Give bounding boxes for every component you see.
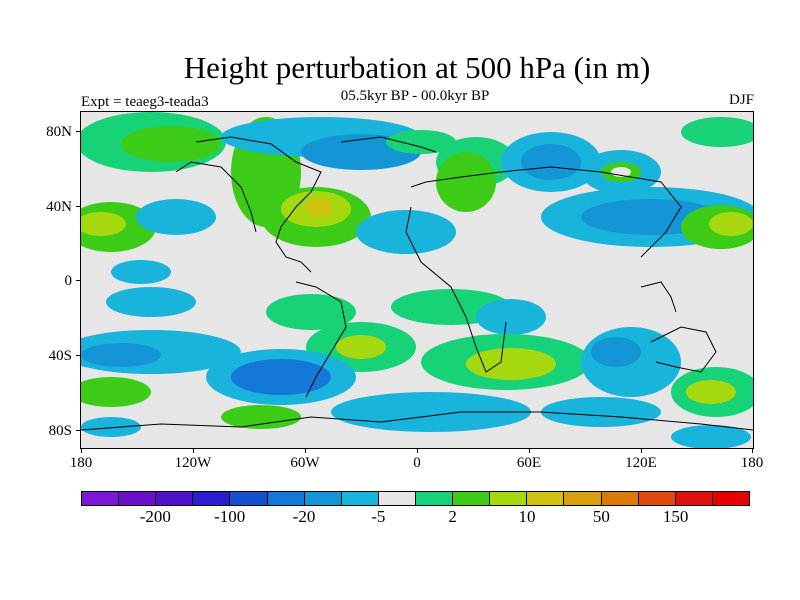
- lat-tick-label: 80S: [48, 423, 72, 439]
- colorbar-swatch: [712, 492, 749, 505]
- colorbar-label: -5: [371, 507, 386, 526]
- lon-tick-mark: [752, 448, 753, 453]
- colorbar-swatch: [601, 492, 639, 505]
- lat-tick-label: 0: [64, 273, 73, 289]
- colorbar-swatch: [82, 492, 120, 505]
- colorbar-label: 2: [448, 507, 457, 526]
- anomaly-region: [476, 299, 546, 335]
- lon-tick-label: 180: [740, 455, 764, 471]
- colorbar-swatch: [527, 492, 565, 505]
- colorbar-swatch: [638, 492, 676, 505]
- lon-tick-mark: [641, 448, 642, 453]
- lon-tick-label: 0: [413, 455, 421, 471]
- colorbar-label: -200: [139, 507, 171, 526]
- colorbar-swatch: [119, 492, 157, 505]
- lon-tick-label: 60E: [516, 455, 542, 471]
- anomaly-region: [681, 117, 753, 147]
- chart-subtitle: 05.5kyr BP - 00.0kyr BP: [340, 88, 490, 104]
- colorbar-swatch: [193, 492, 231, 505]
- colorbar-swatch: [341, 492, 379, 505]
- lon-tick-label: 120W: [174, 455, 212, 471]
- lon-tick-mark: [81, 448, 82, 453]
- anomaly-region: [336, 335, 386, 359]
- contour-map: [81, 112, 753, 448]
- anomaly-region: [81, 377, 151, 407]
- colorbar-swatch: [230, 492, 268, 505]
- colorbar-swatch: [675, 492, 713, 505]
- anomaly-region: [266, 294, 356, 330]
- colorbar-label: -20: [292, 507, 316, 526]
- anomaly-region: [709, 212, 753, 236]
- lon-tick-mark: [417, 448, 418, 453]
- anomaly-region: [111, 260, 171, 284]
- anomaly-region: [305, 198, 333, 216]
- chart-title: Height perturbation at 500 hPa (in m): [183, 50, 651, 85]
- anomaly-region: [436, 152, 496, 212]
- anomaly-region: [136, 199, 216, 235]
- anomaly-region: [231, 359, 331, 395]
- colorbar-swatch: [564, 492, 602, 505]
- colorbar-label: 150: [662, 507, 689, 526]
- anomaly-region: [81, 212, 126, 236]
- anomaly-region: [106, 287, 196, 317]
- colorbar-swatch: [304, 492, 342, 505]
- lat-tick-mark: [76, 430, 81, 431]
- anomaly-region: [81, 417, 141, 437]
- lat-tick-mark: [76, 206, 81, 207]
- lat-tick-mark: [76, 280, 81, 281]
- anomaly-region: [81, 343, 161, 367]
- lon-tick-mark: [529, 448, 530, 453]
- season-label: DJF: [728, 92, 754, 108]
- lat-tick-mark: [76, 131, 81, 132]
- map-plot-area: [81, 112, 753, 448]
- colorbar-label: 10: [518, 507, 536, 526]
- colorbar-swatch: [378, 492, 416, 505]
- anomaly-region: [541, 397, 661, 427]
- coastlines: [81, 136, 753, 431]
- lon-tick-label: 180: [69, 455, 93, 471]
- anomaly-region: [671, 425, 751, 448]
- lat-tick-label: 80N: [46, 124, 72, 140]
- colorbar-swatch: [490, 492, 528, 505]
- colorbar-label: 50: [592, 507, 610, 526]
- lat-tick-label: 40S: [48, 348, 72, 364]
- experiment-label: Expt = teaeg3-teada3: [81, 94, 209, 110]
- anomaly-region: [121, 126, 221, 162]
- anomaly-region: [686, 380, 736, 404]
- lat-tick-mark: [76, 355, 81, 356]
- lon-tick-mark: [193, 448, 194, 453]
- anomaly-region: [386, 130, 456, 154]
- colorbar-swatch: [156, 492, 194, 505]
- colorbar-swatch: [415, 492, 454, 505]
- lon-tick-label: 120E: [625, 455, 657, 471]
- colorbar: [81, 491, 750, 506]
- lon-tick-mark: [305, 448, 306, 453]
- colorbar-swatch: [453, 492, 491, 505]
- anomaly-region: [521, 144, 581, 180]
- anomaly-fields: [81, 112, 753, 448]
- anomaly-region: [466, 348, 556, 380]
- lat-tick-label: 40N: [46, 199, 72, 215]
- colorbar-swatch: [267, 492, 305, 505]
- anomaly-region: [221, 405, 301, 429]
- anomaly-region: [591, 337, 641, 367]
- colorbar-label: -100: [214, 507, 246, 526]
- lon-tick-label: 60W: [290, 455, 320, 471]
